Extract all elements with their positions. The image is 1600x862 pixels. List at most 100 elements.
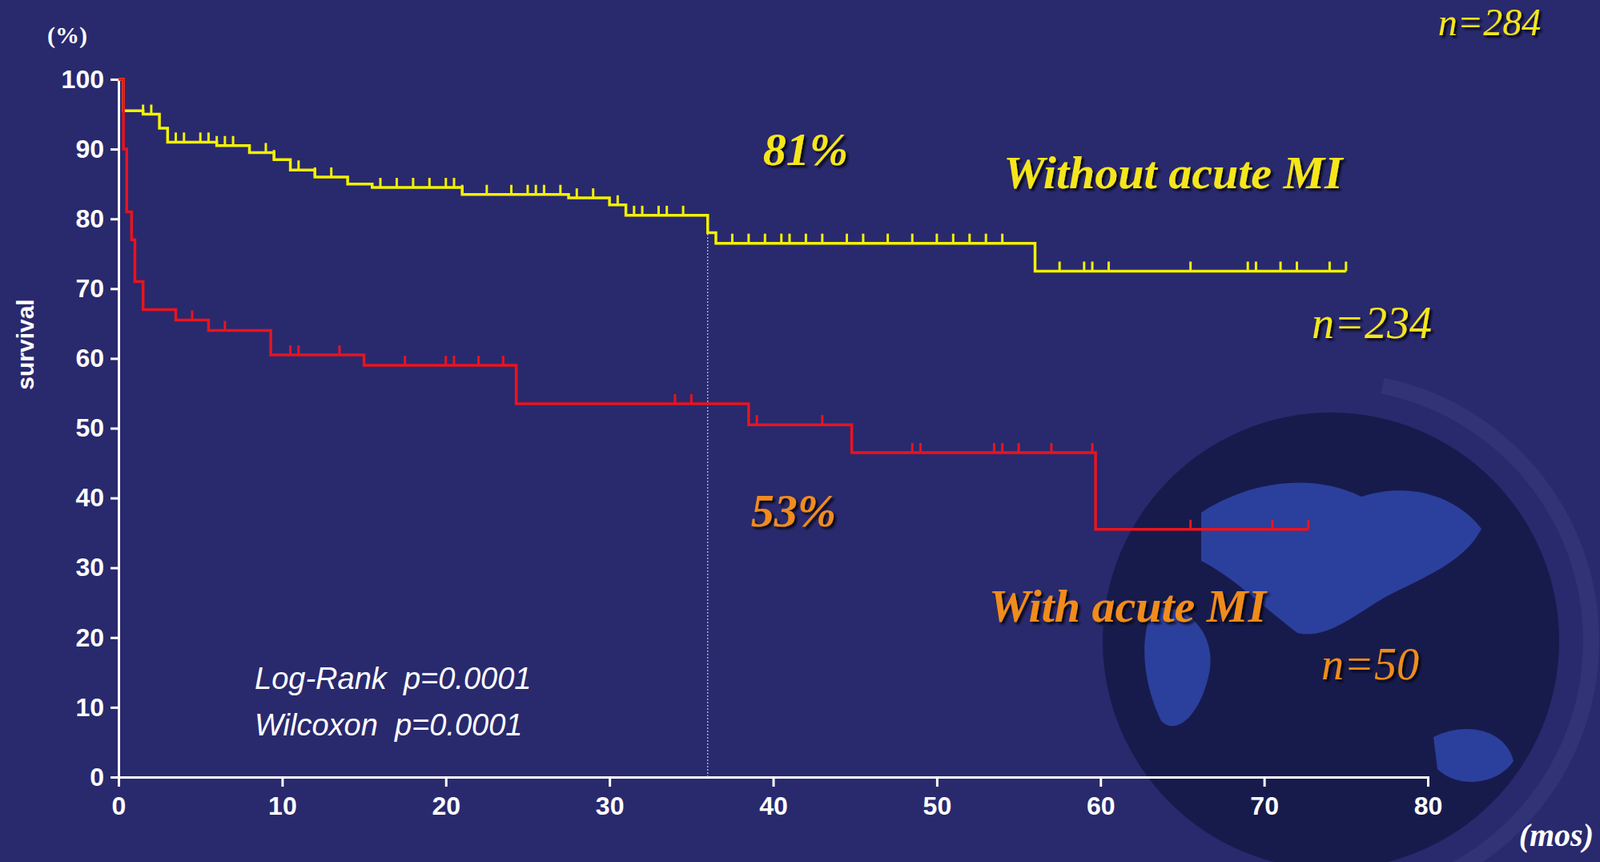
series-label: With acute MI — [988, 579, 1268, 632]
survival-curve — [118, 79, 1347, 272]
censor-tick — [534, 184, 538, 195]
censor-tick — [223, 321, 226, 331]
reference-value-label: 53% — [751, 484, 837, 537]
censor-tick — [911, 233, 914, 244]
censor-tick — [968, 233, 971, 244]
y-tick-label: 30 — [75, 552, 105, 582]
censor-tick — [1279, 261, 1283, 272]
y-tick: 20 — [75, 623, 119, 652]
censor-tick — [1017, 442, 1021, 453]
y-tick-mark — [110, 636, 119, 640]
censor-tick — [632, 205, 636, 216]
x-tick: 80 — [1414, 776, 1444, 821]
censor-tick — [755, 414, 759, 425]
stat-label: Wilcoxon p=0.0001 — [254, 707, 523, 742]
globe-ring — [1381, 377, 1600, 862]
y-tick-label: 10 — [75, 692, 105, 722]
censor-tick — [141, 104, 145, 115]
y-tick-label: 90 — [75, 134, 105, 164]
censor-tick — [616, 195, 620, 206]
y-tick-label: 50 — [75, 413, 105, 443]
globe — [1102, 412, 1560, 862]
censor-tick — [199, 132, 202, 142]
censor-tick — [861, 233, 865, 244]
y-tick-mark — [110, 706, 119, 709]
censor-tick — [174, 132, 177, 142]
y-tick: 10 — [75, 692, 119, 722]
x-tick-label: 10 — [268, 791, 298, 821]
censor-tick — [1270, 519, 1274, 530]
censor-tick — [452, 177, 455, 188]
x-tick-label: 80 — [1414, 791, 1444, 821]
censor-tick — [526, 184, 529, 195]
x-tick: 0 — [112, 776, 127, 821]
x-axis: 01020304050607080 — [112, 776, 1444, 821]
y-tick: 80 — [75, 204, 119, 234]
y-tick-label: 100 — [61, 64, 105, 94]
y-tick-mark — [110, 427, 119, 431]
censor-tick — [289, 345, 292, 355]
censor-tick — [919, 442, 922, 453]
censor-tick — [984, 233, 988, 244]
reference-line — [707, 233, 708, 777]
censor-tick — [461, 184, 464, 195]
y-unit-label: (%) — [47, 21, 88, 49]
reference-value-label: 81% — [763, 123, 849, 176]
censor-tick — [886, 233, 889, 244]
censor-tick — [485, 184, 488, 195]
x-tick-label: 20 — [431, 791, 461, 821]
censor-tick — [337, 345, 341, 355]
x-tick-mark — [1099, 776, 1102, 787]
x-tick: 10 — [268, 776, 298, 821]
y-tick: 90 — [75, 134, 119, 164]
x-tick-mark — [1427, 776, 1430, 787]
y-tick: 40 — [75, 482, 119, 512]
total-n-label: n=284 — [1438, 0, 1541, 44]
x-tick: 50 — [923, 776, 953, 821]
censor-tick — [1058, 261, 1062, 272]
censor-tick — [502, 355, 505, 366]
x-tick: 60 — [1086, 776, 1116, 821]
y-axis: 0102030405060708090100 — [61, 64, 120, 792]
chart-svg: 010203040506070809010001020304050607080(… — [0, 0, 1600, 862]
censor-tick — [804, 233, 808, 244]
censor-tick — [1189, 261, 1192, 272]
n-label: n=50 — [1321, 639, 1420, 689]
censor-tick — [313, 167, 317, 177]
censor-tick — [510, 184, 513, 195]
y-tick-mark — [110, 148, 119, 151]
censor-tick — [232, 136, 235, 146]
y-axis-title: survival — [12, 298, 39, 390]
x-axis-title: (mos) — [1519, 816, 1594, 853]
y-tick-label: 0 — [89, 762, 105, 792]
censor-tick — [273, 149, 276, 160]
x-tick-mark — [117, 776, 121, 787]
censor-tick — [207, 132, 210, 142]
x-tick: 70 — [1250, 776, 1279, 821]
censor-tick — [1306, 519, 1310, 530]
y-tick-mark — [110, 566, 119, 570]
y-tick-mark — [110, 287, 119, 290]
censor-tick — [641, 205, 644, 216]
y-tick-mark — [110, 217, 119, 221]
globe-land — [1433, 728, 1514, 782]
censor-tick — [787, 233, 791, 244]
censor-tick — [477, 355, 480, 366]
censor-tick — [820, 414, 824, 425]
y-tick-label: 70 — [75, 273, 105, 303]
censor-tick — [182, 132, 185, 142]
censor-tick — [845, 233, 849, 244]
censor-tick — [952, 233, 955, 244]
censor-tick — [731, 233, 734, 244]
x-tick-mark — [772, 776, 776, 787]
censor-tick — [763, 233, 767, 244]
censor-tick — [428, 177, 431, 188]
censor-tick — [935, 233, 938, 244]
y-tick-label: 80 — [75, 204, 105, 234]
censor-tick — [403, 355, 407, 366]
censor-tick — [665, 205, 668, 216]
censor-tick — [1295, 261, 1299, 272]
censor-tick — [1049, 442, 1053, 453]
censor-tick — [820, 233, 824, 244]
y-tick: 100 — [61, 64, 119, 94]
